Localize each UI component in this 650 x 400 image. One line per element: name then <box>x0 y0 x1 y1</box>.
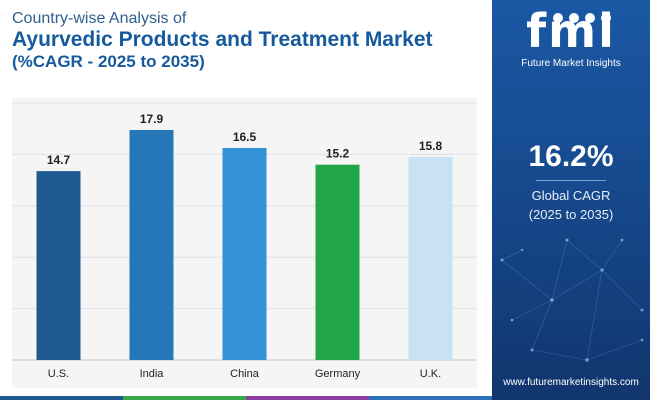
footer-segment <box>0 396 123 400</box>
footer-segment <box>123 396 246 400</box>
global-cagr-label: Global CAGR (2025 to 2035) <box>492 186 650 224</box>
footer-segment <box>246 396 369 400</box>
footer-color-bar <box>0 396 492 400</box>
footer-segment <box>369 396 492 400</box>
kpi-label-line-1: Global CAGR <box>531 188 611 203</box>
data-label: 16.5 <box>233 130 257 144</box>
network-pattern <box>500 238 644 362</box>
bar-india <box>129 129 174 360</box>
global-cagr-value: 16.2% <box>528 140 614 173</box>
bar-chart: 14.7 U.S. 17.9 India 16.5 China 15.2 Germany 15.… <box>12 102 477 380</box>
chart-title: Country-wise Analysis of Ayurvedic Produ… <box>12 10 492 72</box>
x-tick-label: U.K. <box>420 368 441 380</box>
website-link[interactable]: www.futuremarketinsights.com <box>503 377 639 388</box>
x-tick-label: Germany <box>315 368 361 380</box>
bar-us <box>36 171 81 360</box>
title-line-3: (%CAGR - 2025 to 2035) <box>12 52 205 71</box>
title-line-2: Ayurvedic Products and Treatment Market <box>12 28 433 51</box>
logo-icons <box>545 10 625 24</box>
chart-area: 14.7 U.S. 17.9 India 16.5 China 15.2 Germany 15.… <box>12 98 477 388</box>
x-tick-label: U.S. <box>48 368 69 380</box>
logo-subtitle: Future Market Insights <box>521 58 621 69</box>
side-panel: fmi Future Market Insights 16.2% Global … <box>492 0 650 400</box>
bar-china <box>222 147 267 360</box>
fmi-logo: fmi Future Market Insights <box>492 6 650 69</box>
kpi-divider <box>536 180 606 181</box>
data-label: 14.7 <box>47 153 71 167</box>
data-label: 15.8 <box>419 139 443 153</box>
title-line-1: Country-wise Analysis of <box>12 10 187 27</box>
data-label: 17.9 <box>140 112 164 126</box>
data-label: 15.2 <box>326 147 350 161</box>
bar-germany <box>315 164 360 360</box>
x-tick-label: China <box>230 368 260 380</box>
x-tick-label: India <box>140 368 165 380</box>
bar-uk <box>408 156 453 360</box>
kpi-label-line-2: (2025 to 2035) <box>528 207 614 222</box>
